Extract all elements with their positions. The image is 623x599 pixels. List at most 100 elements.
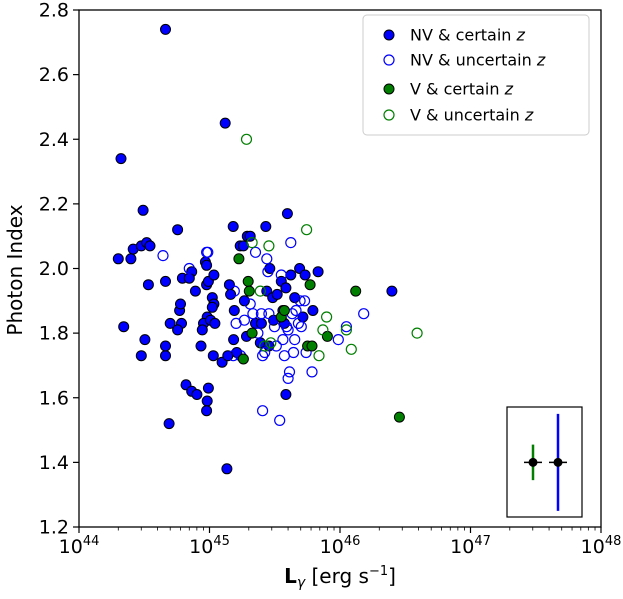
point-nv-certain-57 — [228, 334, 240, 346]
point-v-uncertain-1 — [246, 237, 258, 249]
legend-box — [362, 14, 590, 136]
point-nv-certain-50 — [221, 463, 233, 475]
point-nv-certain-54 — [223, 279, 235, 291]
point-nv-certain-2 — [125, 253, 137, 265]
point-nv-uncertain-25 — [278, 350, 290, 362]
point-nv-uncertain-10 — [247, 308, 259, 320]
point-nv-uncertain-23 — [275, 269, 287, 281]
point-nv-certain-41 — [201, 405, 213, 417]
point-v-uncertain-5 — [265, 337, 277, 349]
point-v-uncertain-2 — [254, 285, 266, 297]
point-nv-uncertain-24 — [277, 334, 289, 346]
point-nv-certain-25 — [183, 272, 195, 284]
y-tick-label-5: 2.2 — [39, 193, 69, 215]
legend-label-nv-certain: NV & certain z — [410, 26, 526, 45]
point-nv-uncertain-37 — [299, 295, 311, 307]
point-nv-uncertain-1 — [183, 262, 195, 275]
point-nv-certain-9 — [160, 23, 171, 35]
point-nv-certain-30 — [195, 340, 207, 352]
point-v-uncertain-3 — [259, 340, 271, 352]
x-tick-label-2: 1046 — [320, 534, 361, 558]
point-nv-uncertain-40 — [306, 366, 318, 378]
legend-marker-v-uncertain — [383, 109, 395, 121]
point-nv-certain-87 — [307, 305, 319, 316]
point-nv-uncertain-42 — [340, 321, 352, 333]
point-v-uncertain-8 — [317, 324, 329, 336]
axis-ticks: 1.2 1.4 1.6 1.8 2.0 2.2 2.4 2.6 2.8 1044 1045 1046 1… — [39, 0, 622, 558]
point-nv-certain-76 — [280, 282, 292, 294]
point-v-uncertain-6 — [301, 224, 313, 236]
point-v-uncertain-7 — [313, 350, 325, 362]
x-tick-label-4: 1048 — [581, 534, 622, 558]
point-nv-certain-56 — [228, 305, 240, 316]
data-points-layer — [112, 23, 423, 475]
point-nv-certain-16 — [172, 324, 184, 336]
legend-marker-nv-uncertain — [383, 54, 395, 66]
point-v-uncertain-9 — [321, 311, 333, 323]
point-nv-certain-1 — [112, 253, 124, 265]
point-nv-certain-86 — [312, 266, 324, 278]
point-nv-uncertain-27 — [282, 324, 294, 336]
y-tick-label-8: 2.8 — [39, 0, 69, 22]
point-nv-certain-77 — [281, 208, 293, 220]
inset-errorbar-point-1 — [553, 457, 563, 467]
point-nv-uncertain-34 — [290, 304, 302, 317]
point-v-uncertain-12 — [411, 327, 423, 339]
point-nv-uncertain-18 — [262, 266, 274, 278]
point-nv-uncertain-6 — [227, 350, 239, 362]
point-v-certain-8 — [304, 279, 316, 291]
point-nv-certain-18 — [160, 340, 171, 352]
point-nv-certain-81 — [285, 269, 297, 281]
point-nv-uncertain-4 — [228, 285, 240, 297]
legend-label-nv-uncertain: NV & uncertain z — [410, 51, 546, 70]
point-nv-certain-38 — [196, 324, 208, 336]
y-tick-label-0: 1.2 — [39, 517, 69, 539]
point-nv-certain-88 — [386, 285, 398, 297]
inset-errorbar-point-0 — [528, 457, 538, 467]
point-nv-certain-68 — [260, 221, 272, 232]
point-nv-certain-74 — [271, 288, 283, 300]
legend-label-v-certain: V & certain z — [410, 80, 514, 99]
point-nv-uncertain-15 — [259, 346, 271, 359]
y-tick-label-2: 1.6 — [39, 387, 69, 409]
legend-marker-v-certain — [383, 83, 395, 95]
point-v-certain-4 — [246, 327, 258, 339]
point-nv-uncertain-32 — [289, 334, 301, 346]
point-v-uncertain-11 — [345, 343, 357, 355]
point-nv-certain-17 — [160, 350, 171, 362]
point-nv-uncertain-38 — [295, 321, 307, 333]
point-nv-uncertain-14 — [257, 350, 269, 362]
point-nv-certain-45 — [206, 301, 218, 313]
y-tick-label-3: 1.8 — [39, 323, 69, 345]
point-nv-uncertain-16 — [257, 405, 269, 417]
point-nv-certain-80 — [280, 389, 292, 400]
point-nv-certain-26 — [189, 285, 201, 297]
point-nv-certain-49 — [219, 117, 231, 129]
point-nv-uncertain-20 — [268, 321, 281, 333]
y-tick-label-1: 1.4 — [39, 452, 69, 474]
point-v-certain-0 — [233, 253, 245, 265]
point-nv-uncertain-36 — [294, 295, 306, 307]
point-nv-certain-39 — [201, 395, 213, 407]
legend: NV & certain z NV & uncertain z V & cert… — [362, 14, 590, 136]
point-nv-certain-47 — [209, 317, 221, 329]
point-nv-uncertain-8 — [238, 314, 250, 326]
point-nv-uncertain-19 — [263, 308, 275, 320]
point-v-certain-3 — [243, 285, 255, 297]
x-tick-label-1: 1045 — [189, 534, 230, 558]
point-nv-certain-6 — [144, 240, 156, 252]
point-v-certain-12 — [393, 411, 405, 423]
y-axis-title: Photon Index — [3, 204, 27, 335]
point-nv-uncertain-41 — [332, 334, 344, 346]
legend-label-v-uncertain: V & uncertain z — [410, 106, 534, 125]
legend-marker-nv-certain — [383, 29, 395, 41]
point-nv-certain-12 — [164, 317, 176, 329]
point-nv-uncertain-11 — [249, 246, 262, 258]
point-nv-certain-29 — [191, 389, 203, 400]
point-nv-certain-0 — [115, 153, 127, 165]
point-nv-uncertain-17 — [261, 253, 273, 265]
x-axis-title: Lγ [erg s−1] — [284, 564, 396, 591]
point-nv-uncertain-3 — [202, 246, 214, 258]
point-nv-uncertain-43 — [358, 308, 370, 320]
